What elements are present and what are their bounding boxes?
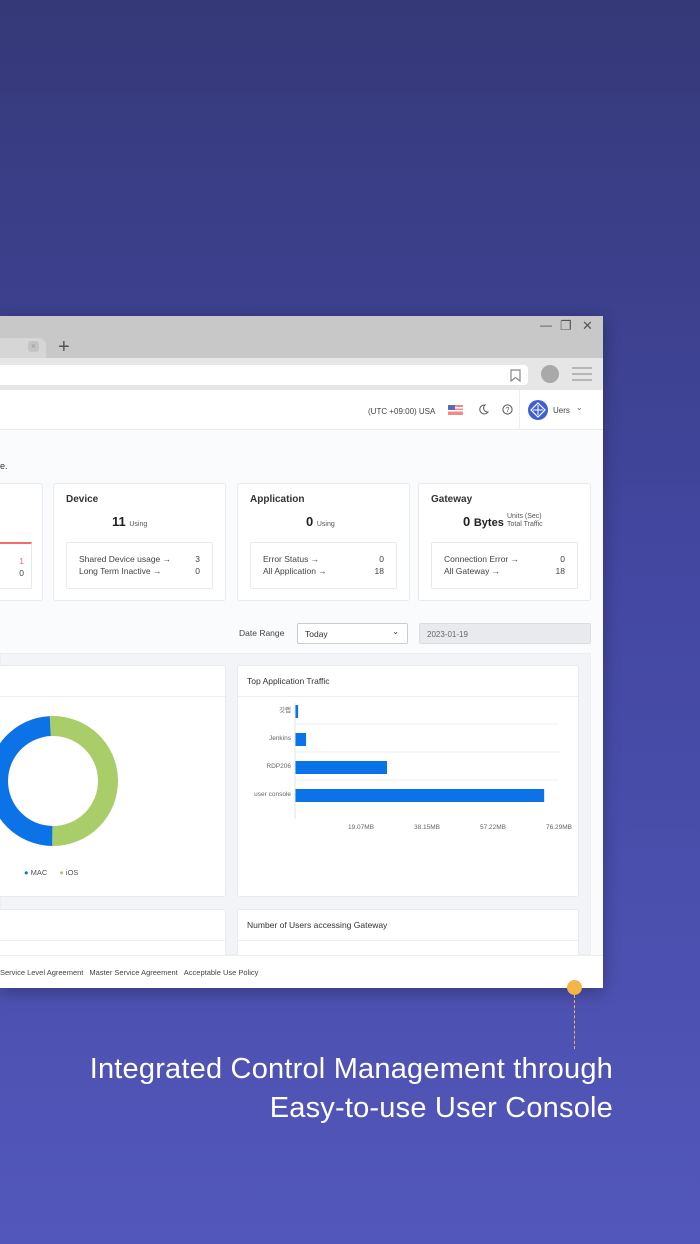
row-value: 0 bbox=[560, 554, 565, 564]
bar[interactable] bbox=[295, 705, 299, 718]
card-title: Application bbox=[250, 494, 305, 505]
intro-text: e. bbox=[0, 461, 8, 471]
link-long-term-inactive[interactable]: Long Term Inactive → 0 bbox=[79, 566, 200, 576]
card-gateway: Gateway 0 Bytes Units (Sec) Total Traffic… bbox=[418, 483, 591, 601]
top-header: (UTC +09:00) USA ? Uers ⌄ bbox=[0, 390, 603, 430]
row-value: 1 bbox=[19, 556, 24, 566]
device-count: 11 bbox=[112, 514, 126, 529]
row-label[interactable]: Error Status → bbox=[263, 554, 320, 564]
x-tick-label: 76.29MB bbox=[546, 824, 572, 831]
restore-button[interactable]: ❐ bbox=[560, 318, 572, 333]
row-value: 0 bbox=[379, 554, 384, 564]
dashboard: e. 1 0 Device 11 Using Shared Device usa… bbox=[0, 431, 603, 969]
card-title: Device bbox=[66, 494, 99, 505]
chevron-down-icon: ⌄ bbox=[392, 627, 399, 636]
units-label: Units (Sec) bbox=[507, 513, 542, 520]
bar[interactable] bbox=[295, 733, 307, 746]
x-tick-label: 38.15MB bbox=[414, 824, 440, 831]
address-bar[interactable] bbox=[0, 365, 528, 385]
application-count: 0 bbox=[306, 514, 314, 529]
caption-line-1: Integrated Control Management through bbox=[89, 1053, 613, 1085]
date-range-select[interactable]: Today ⌄ bbox=[297, 623, 408, 644]
tab-close-icon[interactable]: × bbox=[28, 341, 39, 352]
traffic-unit: Bytes bbox=[473, 517, 504, 529]
us-flag-icon[interactable] bbox=[448, 405, 463, 415]
menu-icon[interactable] bbox=[572, 367, 592, 381]
row-value: 0 bbox=[19, 568, 24, 578]
bar[interactable] bbox=[295, 761, 388, 774]
count-label: Using bbox=[316, 521, 335, 528]
card-title: Gateway bbox=[431, 494, 473, 505]
footer-link-sla[interactable]: Service Level Agreement bbox=[0, 968, 84, 977]
legend-item-mac[interactable]: ● MAC bbox=[24, 868, 48, 877]
address-row bbox=[0, 358, 603, 390]
donut-slice-ios[interactable] bbox=[49, 716, 119, 846]
link-all-application[interactable]: All Application → 18 bbox=[263, 566, 384, 576]
row-label[interactable]: All Gateway → bbox=[444, 566, 501, 576]
top-application-traffic-panel: Top Application Traffic 깃랩 Jenkins RDP206 u… bbox=[237, 665, 580, 897]
date-range-label: Date Range bbox=[239, 628, 285, 638]
row-label[interactable]: Shared Device usage → bbox=[79, 554, 172, 564]
x-tick-label: 19.07MB bbox=[348, 824, 374, 831]
new-tab-button[interactable]: + bbox=[58, 336, 70, 358]
card-partial: 1 0 bbox=[0, 483, 43, 601]
browser-tab[interactable]: × bbox=[0, 338, 46, 358]
legend-item-ios[interactable]: ● iOS bbox=[59, 868, 79, 877]
bookmark-icon[interactable] bbox=[510, 369, 521, 382]
row-value: 18 bbox=[555, 566, 565, 576]
minimize-button[interactable]: — bbox=[540, 318, 552, 332]
timezone-selector[interactable]: (UTC +09:00) USA bbox=[368, 407, 436, 416]
x-tick-label: 57.22MB bbox=[480, 824, 506, 831]
link-error-status[interactable]: Error Status → 0 bbox=[263, 554, 384, 564]
browser-window: × + — ❐ ✕ (UTC +09:00) USA ? Uers ⌄ e. 1… bbox=[0, 316, 603, 988]
panel-title: Number of Users accessing Gateway bbox=[247, 920, 388, 930]
row-label[interactable]: Connection Error → bbox=[444, 554, 520, 564]
device-os-panel: ● MAC ● iOS bbox=[0, 665, 227, 897]
logo-icon bbox=[530, 402, 546, 418]
legend-label: iOS bbox=[65, 868, 79, 877]
row-value: 18 bbox=[374, 566, 384, 576]
dark-mode-moon-icon[interactable] bbox=[478, 404, 489, 415]
marker-line bbox=[574, 995, 575, 1049]
bar-category-label: RDP206 bbox=[266, 763, 291, 770]
row-value: 3 bbox=[195, 554, 200, 564]
bar-category-label: user console bbox=[254, 791, 291, 798]
caption-line-2: Easy-to-use User Console bbox=[269, 1092, 613, 1124]
count-label: Using bbox=[129, 521, 148, 528]
row-label[interactable]: Long Term Inactive → bbox=[79, 566, 162, 576]
bar[interactable] bbox=[295, 789, 545, 802]
svg-text:?: ? bbox=[506, 407, 510, 414]
selected-value: Today bbox=[305, 629, 328, 639]
marker-dot bbox=[567, 980, 582, 995]
bar-category-label: 깃랩 bbox=[279, 705, 291, 714]
user-avatar[interactable] bbox=[528, 400, 548, 420]
row-label[interactable]: All Application → bbox=[263, 566, 327, 576]
link-all-gateway[interactable]: All Gateway → 18 bbox=[444, 566, 565, 576]
date-field[interactable]: 2023-01-19 bbox=[419, 623, 591, 644]
user-menu-chevron-icon[interactable]: ⌄ bbox=[576, 403, 583, 412]
total-traffic-label: Total Traffic bbox=[507, 521, 543, 528]
link-shared-device[interactable]: Shared Device usage → 3 bbox=[79, 554, 200, 564]
os-donut-chart bbox=[0, 716, 119, 846]
card-application: Application 0 Using Error Status → 0 All … bbox=[237, 483, 410, 601]
tab-bar: × + — ❐ ✕ bbox=[0, 316, 603, 358]
row-value: 0 bbox=[195, 566, 200, 576]
user-name[interactable]: Uers bbox=[553, 406, 570, 415]
footer-link-aup[interactable]: Acceptable Use Policy bbox=[183, 968, 259, 977]
card-device: Device 11 Using Shared Device usage → 3 L… bbox=[53, 483, 226, 601]
donut-slice-mac[interactable] bbox=[0, 716, 53, 846]
bar-category-label: Jenkins bbox=[269, 735, 292, 742]
footer: Service Level Agreement Master Service A… bbox=[0, 955, 603, 988]
help-icon[interactable]: ? bbox=[502, 404, 513, 415]
legend-label: MAC bbox=[30, 868, 48, 877]
footer-link-msa[interactable]: Master Service Agreement bbox=[89, 968, 178, 977]
profile-avatar-icon[interactable] bbox=[541, 365, 559, 383]
gateway-traffic: 0 bbox=[463, 514, 471, 529]
close-button[interactable]: ✕ bbox=[582, 318, 593, 333]
user-console: (UTC +09:00) USA ? Uers ⌄ e. 1 0 Device … bbox=[0, 390, 603, 988]
panel-title: Top Application Traffic bbox=[247, 676, 330, 686]
traffic-bar-chart: 깃랩 Jenkins RDP206 user console 19.07MB 38.15M… bbox=[254, 703, 572, 831]
link-connection-error[interactable]: Connection Error → 0 bbox=[444, 554, 565, 564]
